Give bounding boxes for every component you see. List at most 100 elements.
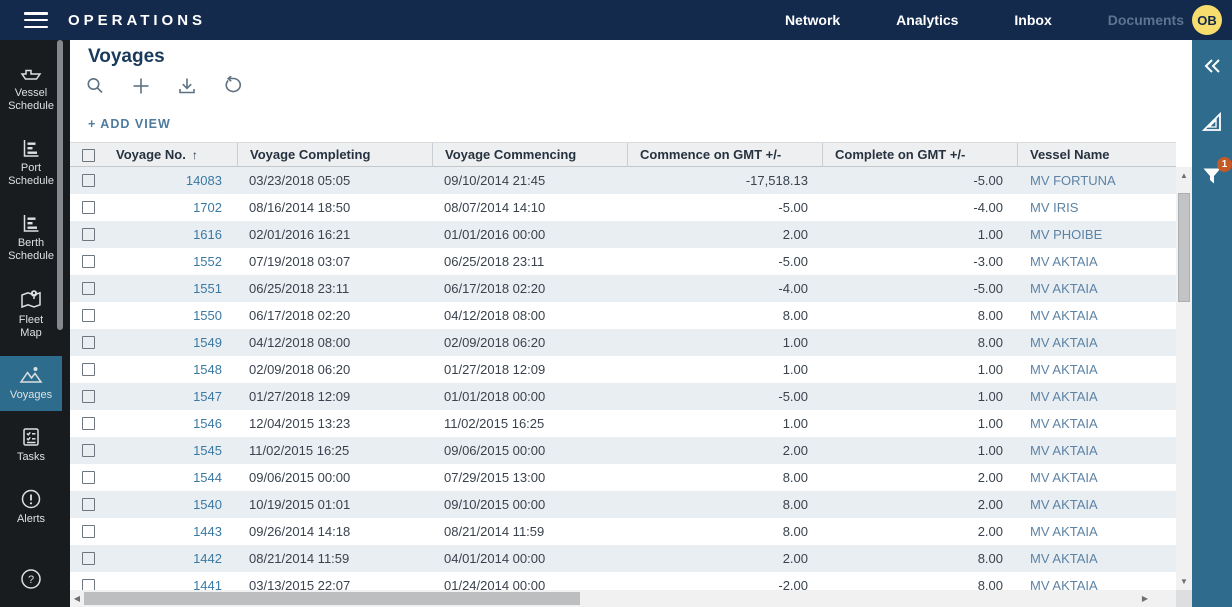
- table-row: 154904/12/2018 08:0002/09/2018 06:201.00…: [70, 329, 1176, 356]
- commence-gmt: -17,518.13: [627, 173, 822, 188]
- voyage-no-link[interactable]: 1442: [104, 551, 237, 566]
- voyage-no-link[interactable]: 1549: [104, 335, 237, 350]
- sidebar-item-port-schedule[interactable]: PortSchedule: [0, 129, 62, 197]
- row-checkbox[interactable]: [82, 336, 95, 349]
- search-icon[interactable]: [84, 75, 106, 97]
- sidebar-item-berth-schedule[interactable]: BerthSchedule: [0, 204, 62, 272]
- horizontal-scrollbar-thumb[interactable]: [84, 592, 580, 605]
- top-bar: OPERATIONS Network Analytics Inbox Docum…: [0, 0, 1232, 40]
- row-checkbox[interactable]: [82, 282, 95, 295]
- measure-tool-icon[interactable]: [1198, 108, 1226, 136]
- voyage-no-link[interactable]: 1443: [104, 524, 237, 539]
- sidebar-item-voyages[interactable]: Voyages: [0, 356, 62, 411]
- row-checkbox[interactable]: [82, 201, 95, 214]
- reset-icon[interactable]: [222, 75, 244, 97]
- row-checkbox[interactable]: [82, 444, 95, 457]
- column-header-commence-gmt[interactable]: Commence on GMT +/-: [627, 143, 822, 167]
- voyage-no-link[interactable]: 1441: [104, 578, 237, 590]
- vessel-name-link[interactable]: MV AKTAIA: [1017, 281, 1176, 296]
- nav-inbox[interactable]: Inbox: [1014, 12, 1051, 28]
- voyage-no-link[interactable]: 1545: [104, 443, 237, 458]
- hamburger-menu-icon[interactable]: [24, 12, 48, 28]
- vertical-scrollbar[interactable]: ▲ ▼: [1176, 167, 1192, 590]
- row-checkbox[interactable]: [82, 255, 95, 268]
- column-header-complete-gmt[interactable]: Complete on GMT +/-: [822, 143, 1017, 167]
- nav-documents[interactable]: Documents: [1108, 12, 1184, 28]
- add-icon[interactable]: [130, 75, 152, 97]
- complete-gmt: -4.00: [822, 200, 1017, 215]
- vessel-name-link[interactable]: MV PHOIBE: [1017, 227, 1176, 242]
- voyage-no-link[interactable]: 1548: [104, 362, 237, 377]
- row-checkbox[interactable]: [82, 471, 95, 484]
- vessel-name-link[interactable]: MV AKTAIA: [1017, 362, 1176, 377]
- voyage-no-link[interactable]: 1544: [104, 470, 237, 485]
- row-checkbox[interactable]: [82, 390, 95, 403]
- collapse-panel-icon[interactable]: [1198, 52, 1226, 80]
- vessel-name-link[interactable]: MV AKTAIA: [1017, 524, 1176, 539]
- scroll-left-arrow[interactable]: ◀: [70, 590, 84, 607]
- vessel-name-link[interactable]: MV AKTAIA: [1017, 335, 1176, 350]
- table-row: 155106/25/2018 23:1106/17/2018 02:20-4.0…: [70, 275, 1176, 302]
- row-checkbox[interactable]: [82, 525, 95, 538]
- voyage-no-link[interactable]: 1550: [104, 308, 237, 323]
- voyage-no-link[interactable]: 1616: [104, 227, 237, 242]
- row-checkbox[interactable]: [82, 363, 95, 376]
- row-checkbox[interactable]: [82, 579, 95, 590]
- horizontal-scrollbar[interactable]: ◀ ▶: [70, 590, 1176, 607]
- voyage-no-link[interactable]: 1546: [104, 416, 237, 431]
- left-sidebar: VesselSchedule PortSchedule BerthSchedule F…: [0, 40, 70, 607]
- vessel-name-link[interactable]: MV AKTAIA: [1017, 254, 1176, 269]
- vertical-scrollbar-thumb[interactable]: [1178, 193, 1190, 302]
- vessel-name-link[interactable]: MV AKTAIA: [1017, 551, 1176, 566]
- sidebar-item-alerts[interactable]: Alerts: [0, 480, 62, 535]
- vessel-name-link[interactable]: MV AKTAIA: [1017, 308, 1176, 323]
- row-checkbox[interactable]: [82, 174, 95, 187]
- row-checkbox[interactable]: [82, 228, 95, 241]
- voyage-no-link[interactable]: 1547: [104, 389, 237, 404]
- voyage-no-link[interactable]: 1702: [104, 200, 237, 215]
- vessel-name-link[interactable]: MV AKTAIA: [1017, 416, 1176, 431]
- column-header-voyage-no[interactable]: Voyage No.↑: [104, 143, 237, 167]
- vessel-name-link[interactable]: MV AKTAIA: [1017, 470, 1176, 485]
- scroll-right-arrow[interactable]: ▶: [1138, 590, 1152, 607]
- voyage-completing: 06/25/2018 23:11: [237, 281, 432, 296]
- voyage-no-link[interactable]: 14083: [104, 173, 237, 188]
- complete-gmt: 8.00: [822, 308, 1017, 323]
- vessel-name-link[interactable]: MV FORTUNA: [1017, 173, 1176, 188]
- row-checkbox[interactable]: [82, 309, 95, 322]
- sidebar-item-fleet-map[interactable]: FleetMap: [0, 279, 62, 349]
- vessel-name-link[interactable]: MV AKTAIA: [1017, 578, 1176, 590]
- column-header-vessel-name[interactable]: Vessel Name: [1017, 143, 1176, 167]
- add-view-button[interactable]: + ADD VIEW: [88, 117, 171, 131]
- vessel-name-link[interactable]: MV AKTAIA: [1017, 443, 1176, 458]
- vessel-name-link[interactable]: MV IRIS: [1017, 200, 1176, 215]
- table-row: 144309/26/2014 14:1808/21/2014 11:598.00…: [70, 518, 1176, 545]
- help-button[interactable]: ?: [0, 568, 62, 595]
- row-checkbox[interactable]: [82, 552, 95, 565]
- voyage-no-link[interactable]: 1540: [104, 497, 237, 512]
- voyage-no-link[interactable]: 1552: [104, 254, 237, 269]
- user-avatar[interactable]: OB: [1192, 5, 1222, 35]
- sidebar-item-tasks[interactable]: Tasks: [0, 418, 62, 473]
- sidebar-item-label: VesselSchedule: [0, 87, 62, 113]
- nav-network[interactable]: Network: [785, 12, 840, 28]
- complete-gmt: 8.00: [822, 578, 1017, 590]
- table-header: Voyage No.↑ Voyage Completing Voyage Com…: [70, 142, 1176, 167]
- column-header-voyage-commencing[interactable]: Voyage Commencing: [432, 143, 627, 167]
- scroll-down-arrow[interactable]: ▼: [1176, 574, 1192, 589]
- row-checkbox[interactable]: [82, 498, 95, 511]
- voyage-completing: 02/01/2016 16:21: [237, 227, 432, 242]
- vessel-name-link[interactable]: MV AKTAIA: [1017, 389, 1176, 404]
- voyage-no-link[interactable]: 1551: [104, 281, 237, 296]
- download-icon[interactable]: [176, 75, 198, 97]
- row-checkbox[interactable]: [82, 417, 95, 430]
- scroll-up-arrow[interactable]: ▲: [1176, 168, 1192, 183]
- vessel-name-link[interactable]: MV AKTAIA: [1017, 497, 1176, 512]
- sidebar-item-vessel-schedule[interactable]: VesselSchedule: [0, 54, 62, 122]
- nav-analytics[interactable]: Analytics: [896, 12, 958, 28]
- filter-icon[interactable]: 1: [1198, 162, 1226, 190]
- column-header-voyage-completing[interactable]: Voyage Completing: [237, 143, 432, 167]
- select-all-checkbox[interactable]: [82, 149, 95, 162]
- sidebar-scrollbar-thumb[interactable]: [57, 40, 63, 330]
- voyage-completing: 03/13/2015 22:07: [237, 578, 432, 590]
